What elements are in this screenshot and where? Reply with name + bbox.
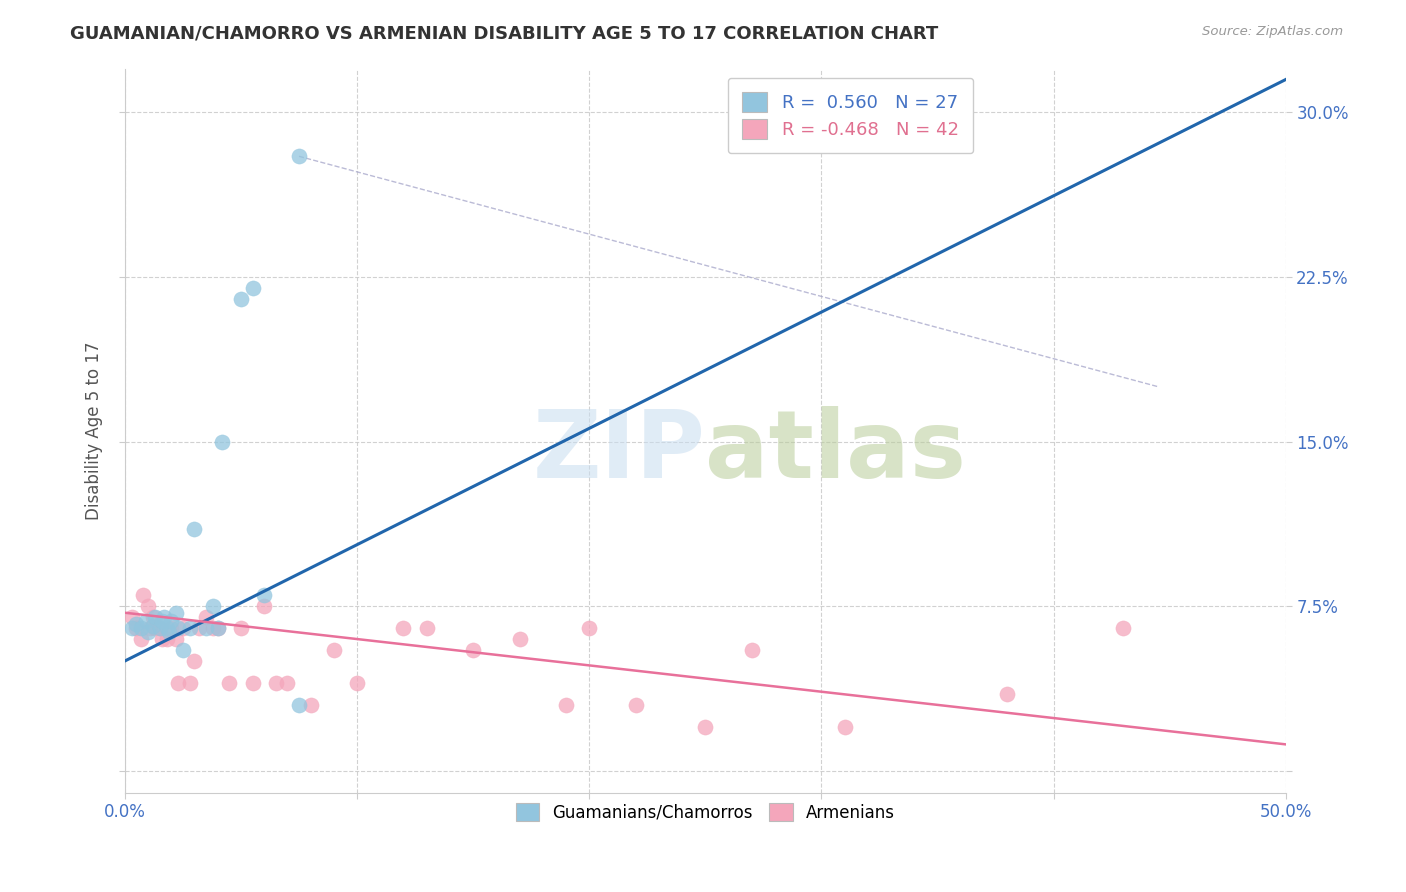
Point xyxy=(415,621,437,635)
Point xyxy=(143,610,166,624)
Point xyxy=(160,621,183,635)
Point xyxy=(136,599,159,614)
Point xyxy=(188,621,211,635)
Point xyxy=(207,621,229,635)
Point xyxy=(624,698,647,712)
Point xyxy=(165,632,187,646)
Text: ZIP: ZIP xyxy=(533,407,706,499)
Point xyxy=(121,621,143,635)
Point xyxy=(1112,621,1135,635)
Point xyxy=(299,698,322,712)
Point xyxy=(461,643,484,657)
Point xyxy=(129,632,152,646)
Legend: Guamanians/Chamorros, Armenians: Guamanians/Chamorros, Armenians xyxy=(502,789,908,835)
Point xyxy=(253,599,276,614)
Point xyxy=(132,588,155,602)
Y-axis label: Disability Age 5 to 17: Disability Age 5 to 17 xyxy=(86,342,103,520)
Point xyxy=(264,676,287,690)
Point xyxy=(125,616,148,631)
Point xyxy=(555,698,578,712)
Point xyxy=(578,621,600,635)
Point xyxy=(179,676,201,690)
Point xyxy=(142,610,165,624)
Point xyxy=(202,621,225,635)
Text: GUAMANIAN/CHAMORRO VS ARMENIAN DISABILITY AGE 5 TO 17 CORRELATION CHART: GUAMANIAN/CHAMORRO VS ARMENIAN DISABILIT… xyxy=(70,25,939,43)
Point xyxy=(125,621,148,635)
Point xyxy=(165,606,187,620)
Point xyxy=(195,621,218,635)
Point xyxy=(183,522,205,536)
Point xyxy=(150,632,173,646)
Point xyxy=(143,621,166,635)
Point xyxy=(129,621,152,635)
Point xyxy=(242,281,264,295)
Point xyxy=(121,610,143,624)
Text: atlas: atlas xyxy=(706,407,966,499)
Point xyxy=(229,621,252,635)
Point xyxy=(150,615,173,629)
Point xyxy=(346,676,368,690)
Point xyxy=(157,625,180,640)
Point xyxy=(288,698,311,712)
Point xyxy=(695,720,717,734)
Point xyxy=(156,621,179,635)
Point xyxy=(253,588,276,602)
Text: Source: ZipAtlas.com: Source: ZipAtlas.com xyxy=(1202,25,1343,38)
Point xyxy=(139,621,162,635)
Point xyxy=(183,654,205,668)
Point xyxy=(229,292,252,306)
Point xyxy=(153,610,176,624)
Point xyxy=(149,621,172,635)
Point xyxy=(834,720,856,734)
Point xyxy=(207,621,229,635)
Point xyxy=(242,676,264,690)
Point xyxy=(135,615,157,629)
Point xyxy=(172,643,194,657)
Point xyxy=(211,434,233,449)
Point xyxy=(160,615,183,629)
Point xyxy=(218,676,240,690)
Point xyxy=(509,632,531,646)
Point xyxy=(202,599,225,614)
Point xyxy=(149,621,172,635)
Point xyxy=(179,621,201,635)
Point xyxy=(136,625,159,640)
Point xyxy=(172,621,194,635)
Point xyxy=(167,676,190,690)
Point xyxy=(142,619,165,633)
Point xyxy=(156,632,179,646)
Point xyxy=(276,676,298,690)
Point xyxy=(995,687,1018,701)
Point xyxy=(741,643,763,657)
Point xyxy=(288,149,311,163)
Point xyxy=(392,621,415,635)
Point xyxy=(195,610,218,624)
Point xyxy=(167,621,190,635)
Point xyxy=(322,643,344,657)
